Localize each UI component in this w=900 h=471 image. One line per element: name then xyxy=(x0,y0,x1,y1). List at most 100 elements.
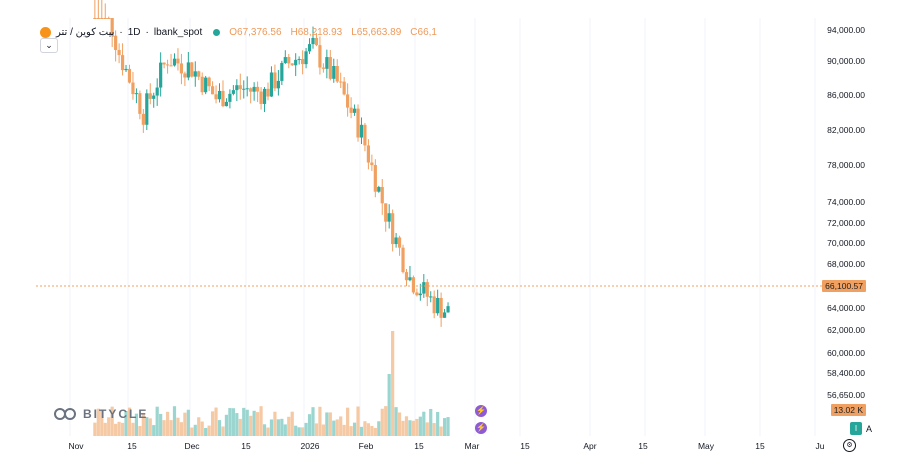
volume-bar xyxy=(256,412,260,436)
price-scale-label: 60,000.00 xyxy=(827,348,865,358)
time-axis-label: 15 xyxy=(755,441,765,451)
candle-body xyxy=(439,297,443,318)
high-value: H68,218.93 xyxy=(290,26,343,38)
candle-body xyxy=(197,71,201,77)
volume-bar xyxy=(228,408,232,436)
volume-bar xyxy=(387,374,391,436)
candle-body xyxy=(165,64,170,66)
volume-bar xyxy=(238,418,242,436)
volume-bar xyxy=(273,411,277,436)
volume-bar xyxy=(134,413,139,436)
price-scale-label: 58,400.00 xyxy=(827,368,865,378)
volume-bar xyxy=(204,427,208,436)
candle-body xyxy=(183,73,187,78)
volume-bar xyxy=(197,417,201,436)
candle-body xyxy=(422,282,426,294)
volume-bar xyxy=(152,425,156,436)
candle-body xyxy=(155,87,159,96)
volume-bar xyxy=(321,424,325,436)
volume-bar xyxy=(114,423,118,436)
volume-bar xyxy=(339,416,343,436)
current-price-tag: 66,100.57 xyxy=(822,280,866,292)
price-scale-label: 82,000.00 xyxy=(827,125,865,135)
volume-bar xyxy=(193,424,197,436)
candle-body xyxy=(238,85,242,90)
candle-body xyxy=(207,77,211,87)
candle-body xyxy=(311,37,315,45)
volume-bar xyxy=(148,418,152,436)
volume-bar xyxy=(190,427,194,436)
candles xyxy=(93,0,450,327)
candle-body xyxy=(235,85,239,91)
volume-bar xyxy=(221,426,225,436)
volume-bar xyxy=(318,406,322,436)
candle-body xyxy=(280,62,284,81)
volume-bar xyxy=(446,417,450,436)
volume-bar xyxy=(311,407,315,436)
candle-body xyxy=(429,296,433,298)
bitycle-logo: BITYCLE xyxy=(53,407,148,421)
candle-body xyxy=(404,272,409,281)
candle-body xyxy=(127,68,132,83)
candle-body xyxy=(134,93,139,95)
candle-body xyxy=(172,58,177,66)
volume-bar xyxy=(314,423,319,436)
volume-bar xyxy=(245,409,249,436)
volume-bar xyxy=(259,406,263,436)
time-axis-label: 15 xyxy=(414,441,424,451)
candle-body xyxy=(346,94,350,108)
candle-body xyxy=(204,77,208,93)
volume-bar xyxy=(401,420,405,436)
time-axis-label: Apr xyxy=(583,441,597,451)
candle-body xyxy=(131,82,135,95)
volume-bar xyxy=(294,425,298,436)
candle-body xyxy=(415,292,419,296)
candle-body xyxy=(356,108,360,138)
volume-bar xyxy=(373,427,377,436)
volume-bar xyxy=(384,406,388,436)
candle-body xyxy=(391,213,395,245)
candle-body xyxy=(294,59,298,66)
market-status-icon xyxy=(213,28,221,36)
volume-bar xyxy=(429,408,433,436)
event-icon[interactable]: ⚡ xyxy=(475,422,487,434)
interval-label[interactable]: 1D xyxy=(127,26,141,38)
log-scale-button[interactable]: l xyxy=(850,422,862,435)
candle-body xyxy=(446,306,450,313)
time-axis-label: May xyxy=(697,441,715,451)
candle-body xyxy=(373,165,377,192)
settings-icon[interactable]: ⚙ xyxy=(843,439,856,452)
candle-body xyxy=(107,18,111,19)
candle-body xyxy=(231,90,235,94)
symbol-label[interactable]: بیت کوین / تتر xyxy=(56,26,115,38)
volume-bar xyxy=(262,424,267,436)
volume-bar xyxy=(436,411,440,436)
volume-bar xyxy=(297,427,301,436)
candle-body xyxy=(245,88,249,90)
time-axis-label: Mar xyxy=(464,441,480,451)
price-scale-label: 68,000.00 xyxy=(827,259,865,269)
candle-body xyxy=(432,296,436,314)
candle-body xyxy=(162,62,166,65)
volume-bar xyxy=(391,331,395,436)
volume-bar xyxy=(346,407,350,436)
candle-body xyxy=(269,72,274,97)
volume-bar xyxy=(117,421,121,436)
auto-scale-button[interactable]: A xyxy=(865,424,872,434)
volume-bar xyxy=(290,411,294,436)
time-axis-label: Dec xyxy=(184,441,200,451)
candle-body xyxy=(273,72,277,89)
legend-collapse-button[interactable]: ⌄ xyxy=(40,38,58,53)
candle-body xyxy=(380,187,384,204)
volume-bar xyxy=(439,426,443,436)
price-scale-label: 78,000.00 xyxy=(827,160,865,170)
candle-body xyxy=(335,65,339,82)
time-axis-label: Feb xyxy=(358,441,374,451)
candle-body xyxy=(394,237,398,245)
volume-bar xyxy=(93,422,97,436)
volume-bar xyxy=(335,419,339,436)
candle-body xyxy=(283,57,287,63)
volume-bar xyxy=(363,421,367,436)
event-icon[interactable]: ⚡ xyxy=(475,405,487,417)
